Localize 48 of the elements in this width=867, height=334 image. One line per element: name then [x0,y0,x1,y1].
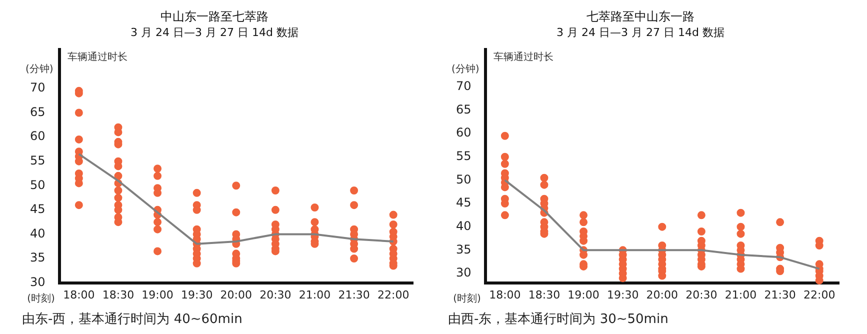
x-tick-label: 22:00 [803,288,836,302]
y-tick-label: 35 [456,242,472,256]
x-tick-label: 21:30 [764,288,796,302]
text: (分钟) [25,63,54,76]
x-tick-label: 20:00 [646,288,678,302]
x-tick-label: 20:00 [220,288,252,302]
y-tick-label: 70 [456,79,472,94]
y-tick-label: 60 [456,126,472,140]
y-tick-label: 50 [456,172,472,186]
y-tick-label: 55 [30,153,46,168]
y-tick-label: 45 [30,202,46,216]
y-tick-label: 45 [456,196,472,210]
x-tick-label: 18:00 [63,288,95,302]
y-tick-label: 70 [30,80,46,95]
y-tick-label: 65 [456,102,472,116]
text: 由西-东，基本通行时间为 30~50min [447,311,670,328]
x-tick-label: 20:30 [686,288,718,302]
x-tick-label: 21:30 [338,288,370,302]
x-tick-label: 22:00 [377,288,410,302]
x-axis-title: (时刻) [27,292,56,304]
x-tick-label: 21:00 [724,288,757,302]
x-tick-label: 19:00 [142,288,174,302]
x-tick-label: 19:00 [568,288,600,302]
y-tick-label: 30 [30,274,46,289]
x-tick-label: 18:30 [528,288,560,302]
x-axis-title: (时刻) [453,292,482,304]
chart-subtitle: 3 月 24 日—3 月 27 日 14d 数据 [556,26,724,39]
y-tick-label: 40 [456,218,472,233]
chart-title: 七萃路至中山东一路 [586,9,694,24]
y-tick-label: 60 [30,129,46,144]
text: 由东-西，基本通行时间为 40~60min [21,311,244,328]
y-tick-label: 30 [456,266,472,280]
x-tick-label: 18:00 [489,288,521,302]
x-tick-label: 18:30 [102,288,134,302]
y-axis-title: 车辆通过时长 [67,51,128,64]
x-tick-label: 19:30 [606,288,639,302]
x-tick-label: 21:00 [298,288,331,302]
y-tick-label: 35 [30,250,46,265]
y-tick-label: 65 [30,104,46,119]
x-tick-label: 20:30 [260,288,292,302]
chart-subtitle: 3 月 24 日—3 月 27 日 14d 数据 [130,26,298,39]
y-tick-label: 40 [30,226,46,240]
text: (分钟) [451,63,480,76]
x-tick-label: 19:30 [180,288,213,302]
chart-title: 中山东一路至七萃路 [160,9,268,24]
y-axis-title: 车辆通过时长 [493,51,554,64]
y-tick-label: 55 [456,148,472,163]
y-tick-label: 50 [30,178,46,192]
